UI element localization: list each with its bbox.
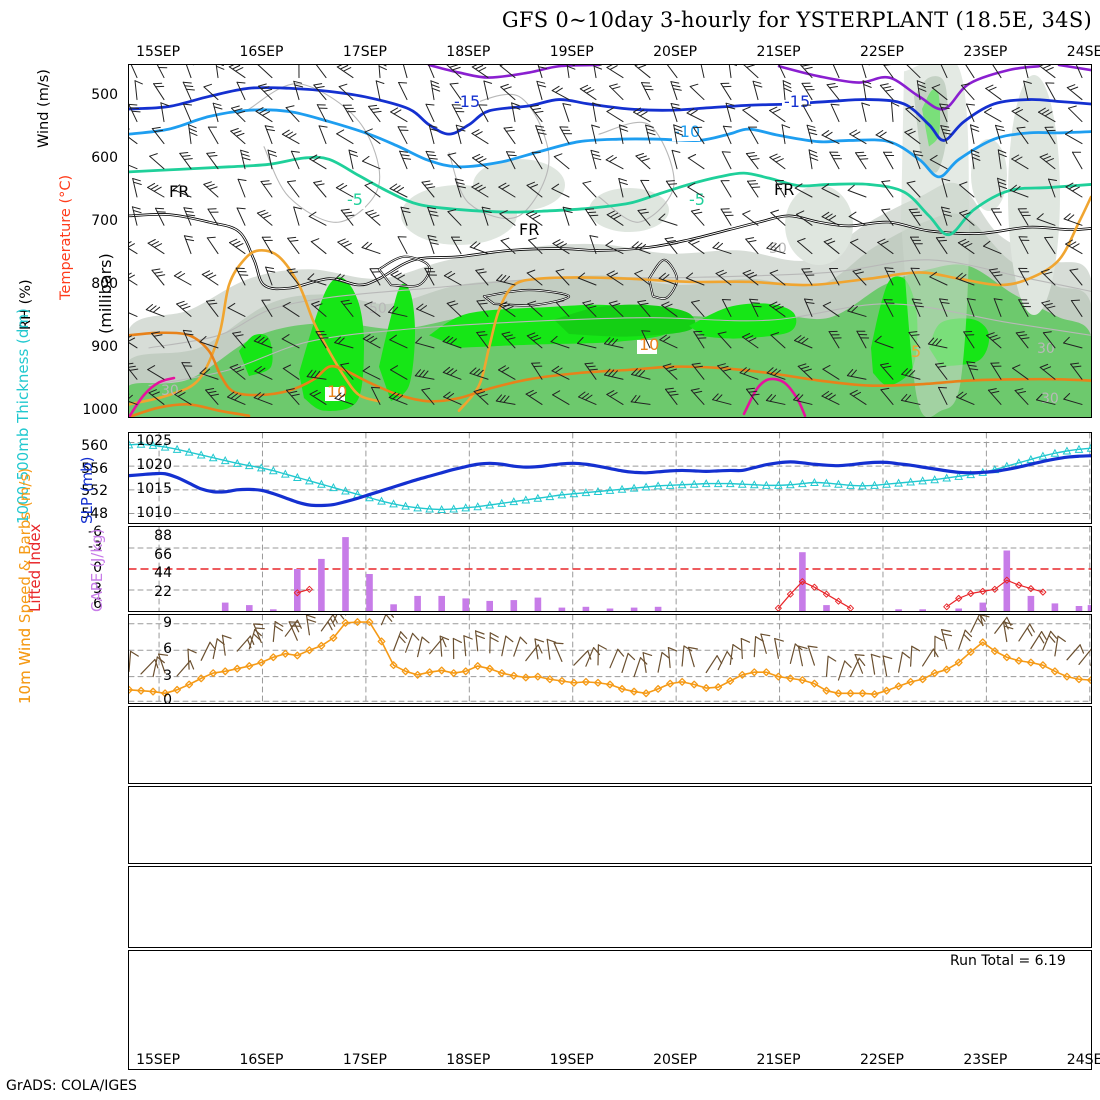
svg-text:FR: FR: [169, 182, 189, 201]
x-tick-22sep: 22SEP: [859, 1052, 904, 1068]
svg-text:10: 10: [327, 382, 347, 401]
x-tick-17sep: 17SEP: [342, 1052, 387, 1068]
x-tick-16sep: 16SEP: [239, 44, 284, 60]
axis-label: CAPE (J/kg): [88, 528, 106, 612]
slp-thickness-panel: [128, 432, 1092, 524]
x-tick-19sep: 19SEP: [549, 1052, 594, 1068]
y-tick-552: 552: [81, 483, 108, 500]
y-tick-1020: 1020: [136, 457, 172, 474]
svg-text:-15: -15: [454, 92, 480, 111]
x-tick-23sep: 23SEP: [963, 1052, 1008, 1068]
axis-label: Wind (m/s): [36, 69, 52, 148]
x-tick-18sep: 18SEP: [446, 1052, 491, 1068]
y-tick-700: 700: [91, 213, 118, 230]
svg-text:FR: FR: [774, 180, 794, 199]
y-tick-600: 600: [91, 150, 118, 167]
y-tick-1025: 1025: [136, 433, 172, 450]
cape-li-plot: [129, 527, 1091, 611]
svg-text:10: 10: [639, 335, 659, 354]
x-tick-23sep: 23SEP: [963, 44, 1008, 60]
svg-text:50: 50: [369, 301, 387, 317]
svg-text:30: 30: [161, 383, 179, 399]
y-tick-9: 9: [163, 614, 172, 631]
y-tick-800: 800: [91, 276, 118, 292]
y-tick-88: 88: [154, 528, 172, 545]
x-tick-20sep: 20SEP: [653, 1052, 698, 1068]
x-tick-21sep: 21SEP: [756, 44, 801, 60]
svg-text:5: 5: [911, 342, 921, 361]
rh-2m-panel: [128, 786, 1092, 864]
axis-label: SLP (mb): [78, 456, 96, 524]
y-tick-556: 556: [81, 460, 108, 477]
x-tick-17sep: 17SEP: [342, 44, 387, 60]
temp-dewpoint-plot: [129, 707, 1091, 783]
wind-plot: [129, 615, 1091, 703]
x-tick-15sep: 15SEP: [136, 44, 181, 60]
y-tick-6: 6: [93, 596, 102, 612]
y-tick-6: 6: [163, 641, 172, 658]
svg-text:-15: -15: [784, 92, 810, 111]
upper-air-panel: -15 -15 -10 -5 -5 FR FR FR 10 10 5 30 30 30 50 50: [128, 64, 1092, 418]
axis-label: 10m Wind: [16, 627, 34, 704]
y-tick-1010: 1010: [136, 504, 172, 521]
y-tick-44: 44: [154, 565, 172, 582]
precip-panel: [128, 950, 1092, 1070]
slp-thickness-plot: [129, 433, 1091, 523]
y-tick--3: -3: [88, 539, 102, 555]
axis-label: (millibars): [96, 253, 115, 334]
y-tick-3: 3: [93, 581, 102, 597]
y-tick-3: 3: [163, 667, 172, 684]
axis-label: Temperature (°C): [58, 174, 74, 300]
x-tick-18sep: 18SEP: [446, 44, 491, 60]
x-tick-22sep: 22SEP: [859, 44, 904, 60]
y-tick--6: -6: [88, 524, 102, 540]
rh-2m-plot: [129, 787, 1091, 863]
svg-text:FR: FR: [519, 220, 539, 239]
y-tick-1000: 1000: [82, 401, 118, 418]
run-total-label: Run Total = 6.19: [950, 953, 1066, 969]
svg-text:30: 30: [1041, 391, 1059, 407]
temp-dewpoint-panel: [128, 706, 1092, 784]
x-tick-19sep: 19SEP: [549, 44, 594, 60]
wind-panel: [128, 614, 1092, 704]
page-title: GFS 0~10day 3-hourly for YSTERPLANT (18.…: [501, 8, 1092, 32]
y-tick-560: 560: [81, 438, 108, 455]
y-tick-900: 900: [91, 338, 118, 355]
y-tick-548: 548: [81, 505, 108, 522]
svg-text:-5: -5: [347, 190, 363, 209]
x-tick-20sep: 20SEP: [653, 44, 698, 60]
y-tick-500: 500: [91, 87, 118, 104]
svg-text:30: 30: [1037, 341, 1055, 357]
x-tick-24sep: 24SEP: [1066, 44, 1100, 60]
y-tick-22: 22: [154, 583, 172, 600]
cloud-cover-panel: [128, 866, 1092, 948]
cape-li-panel: [128, 526, 1092, 612]
cloud-cover-plot: [129, 867, 1091, 947]
x-tick-21sep: 21SEP: [756, 1052, 801, 1068]
y-tick-0: 0: [93, 560, 102, 576]
x-tick-16sep: 16SEP: [239, 1052, 284, 1068]
y-tick-66: 66: [154, 546, 172, 563]
x-tick-15sep: 15SEP: [136, 1052, 181, 1068]
x-tick-24sep: 24SEP: [1066, 1052, 1100, 1068]
svg-text:-10: -10: [674, 122, 700, 141]
y-tick-1015: 1015: [136, 480, 172, 497]
y-tick-0: 0: [163, 692, 172, 709]
credit-label: GrADS: COLA/IGES: [6, 1078, 137, 1094]
